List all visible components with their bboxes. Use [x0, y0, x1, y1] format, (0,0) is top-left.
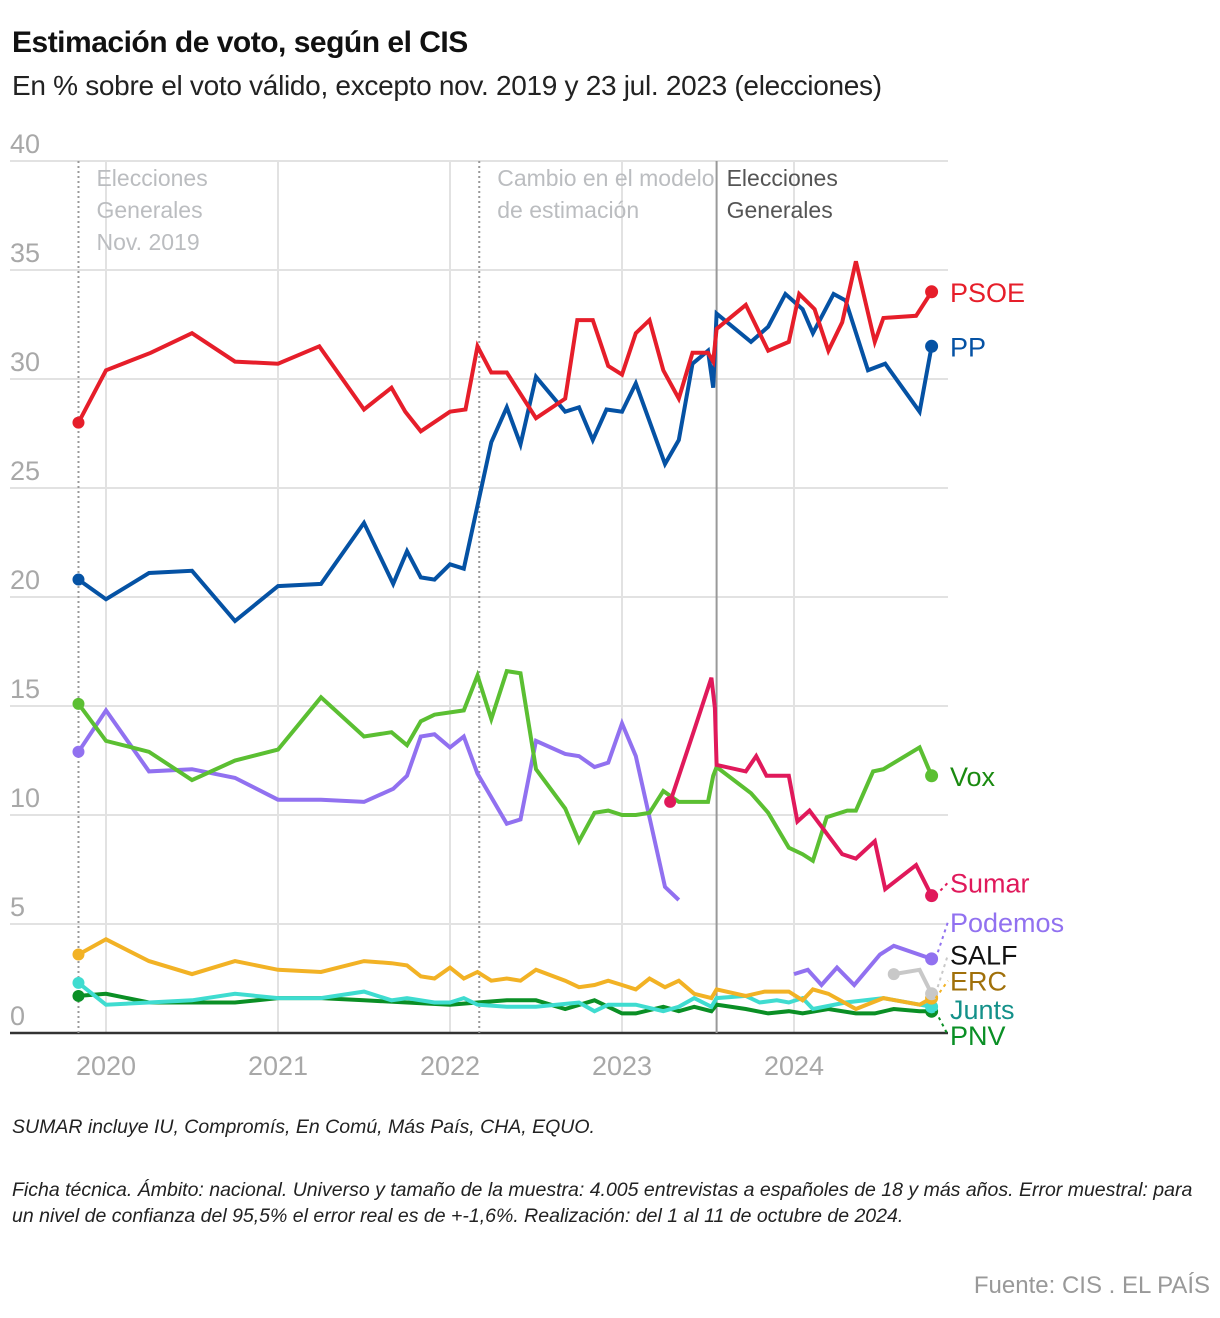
- y-tick-label: 40: [10, 129, 40, 159]
- y-tick-label: 5: [10, 892, 25, 922]
- series-line-podemos: [76, 706, 681, 902]
- x-tick-label: 2020: [76, 1051, 136, 1081]
- start-dot-pnv: [72, 989, 85, 1002]
- end-label-erc: ERC: [950, 967, 1007, 997]
- start-dot-podemos: [72, 745, 85, 758]
- end-label-psoe: PSOE: [950, 278, 1025, 308]
- line-chart: 0 5 10 15 20 25 30 35 40 2020 2021 2022 2023 2024 Ele…: [10, 129, 1064, 1081]
- end-dot-salf: [925, 987, 939, 1001]
- chart-subtitle: En % sobre el voto válido, excepto nov. …: [12, 70, 882, 101]
- annotation-label: de estimación: [497, 197, 639, 223]
- start-dot-salf: [887, 968, 900, 981]
- end-label-pp: PP: [950, 332, 986, 362]
- end-label-podemos: Podemos: [950, 908, 1064, 938]
- series-line-erc: [77, 937, 933, 1012]
- x-tick-label: 2021: [248, 1051, 308, 1081]
- end-label-salf: SALF: [950, 941, 1018, 971]
- series-line-pp: [77, 290, 934, 624]
- y-tick-label: 30: [10, 347, 40, 377]
- annotation-label: Generales: [727, 197, 833, 223]
- x-tick-label: 2022: [420, 1051, 480, 1081]
- start-dot-junts: [72, 976, 85, 989]
- end-dot-podemos: [925, 952, 939, 966]
- y-tick-label: 15: [10, 674, 40, 704]
- sumar-note: SUMAR incluye IU, Compromís, En Comú, Má…: [12, 1116, 595, 1138]
- series-line-sumar: [668, 677, 934, 897]
- end-dot-psoe: [925, 285, 939, 299]
- y-tick-label: 35: [10, 238, 40, 268]
- annotation-label: Nov. 2019: [96, 229, 199, 255]
- annotation-label: Generales: [96, 197, 202, 223]
- end-label-pnv: PNV: [950, 1021, 1006, 1051]
- series-line-junts: [77, 981, 932, 1014]
- series-lines: [72, 260, 939, 1018]
- annotations: Elecciones Generales Nov. 2019 Cambio en el…: [77, 161, 838, 1033]
- label-leader-sumar: [934, 881, 949, 897]
- end-dot-vox: [925, 769, 939, 783]
- annotation-label: Cambio en el modelo: [497, 165, 714, 191]
- annotation-label: Elecciones: [727, 165, 838, 191]
- end-label-vox: Vox: [950, 762, 996, 792]
- source-credit: Fuente: CIS . EL PAÍS: [973, 1272, 1210, 1299]
- annotation-label: Elecciones: [96, 165, 207, 191]
- end-label-sumar: Sumar: [950, 869, 1030, 899]
- start-dot-pp: [72, 573, 85, 586]
- start-dot-erc: [72, 948, 85, 961]
- y-tick-label: 25: [10, 456, 40, 486]
- start-dot-psoe: [72, 416, 85, 429]
- series-line-vox: [76, 668, 934, 864]
- label-leader-podemos: [934, 921, 949, 960]
- label-leader-pnv: [934, 1010, 949, 1036]
- start-dot-sumar: [664, 795, 677, 808]
- series-line-salf: [893, 967, 934, 995]
- y-tick-label: 10: [10, 783, 40, 813]
- x-tick-label: 2024: [764, 1051, 824, 1081]
- end-label-junts: Junts: [950, 995, 1015, 1025]
- chart-title: Estimación de voto, según el CIS: [12, 26, 468, 59]
- x-tick-label: 2023: [592, 1051, 652, 1081]
- technical-note: Ficha técnica. Ámbito: nacional. Univers…: [12, 1179, 1193, 1227]
- y-tick-label: 20: [10, 565, 40, 595]
- end-dot-pp: [925, 339, 939, 353]
- y-tick-label: 0: [10, 1001, 25, 1031]
- start-dot-vox: [72, 697, 85, 710]
- series-line-podemos: [793, 943, 933, 988]
- series-line-psoe: [76, 260, 934, 434]
- end-dot-sumar: [925, 889, 939, 903]
